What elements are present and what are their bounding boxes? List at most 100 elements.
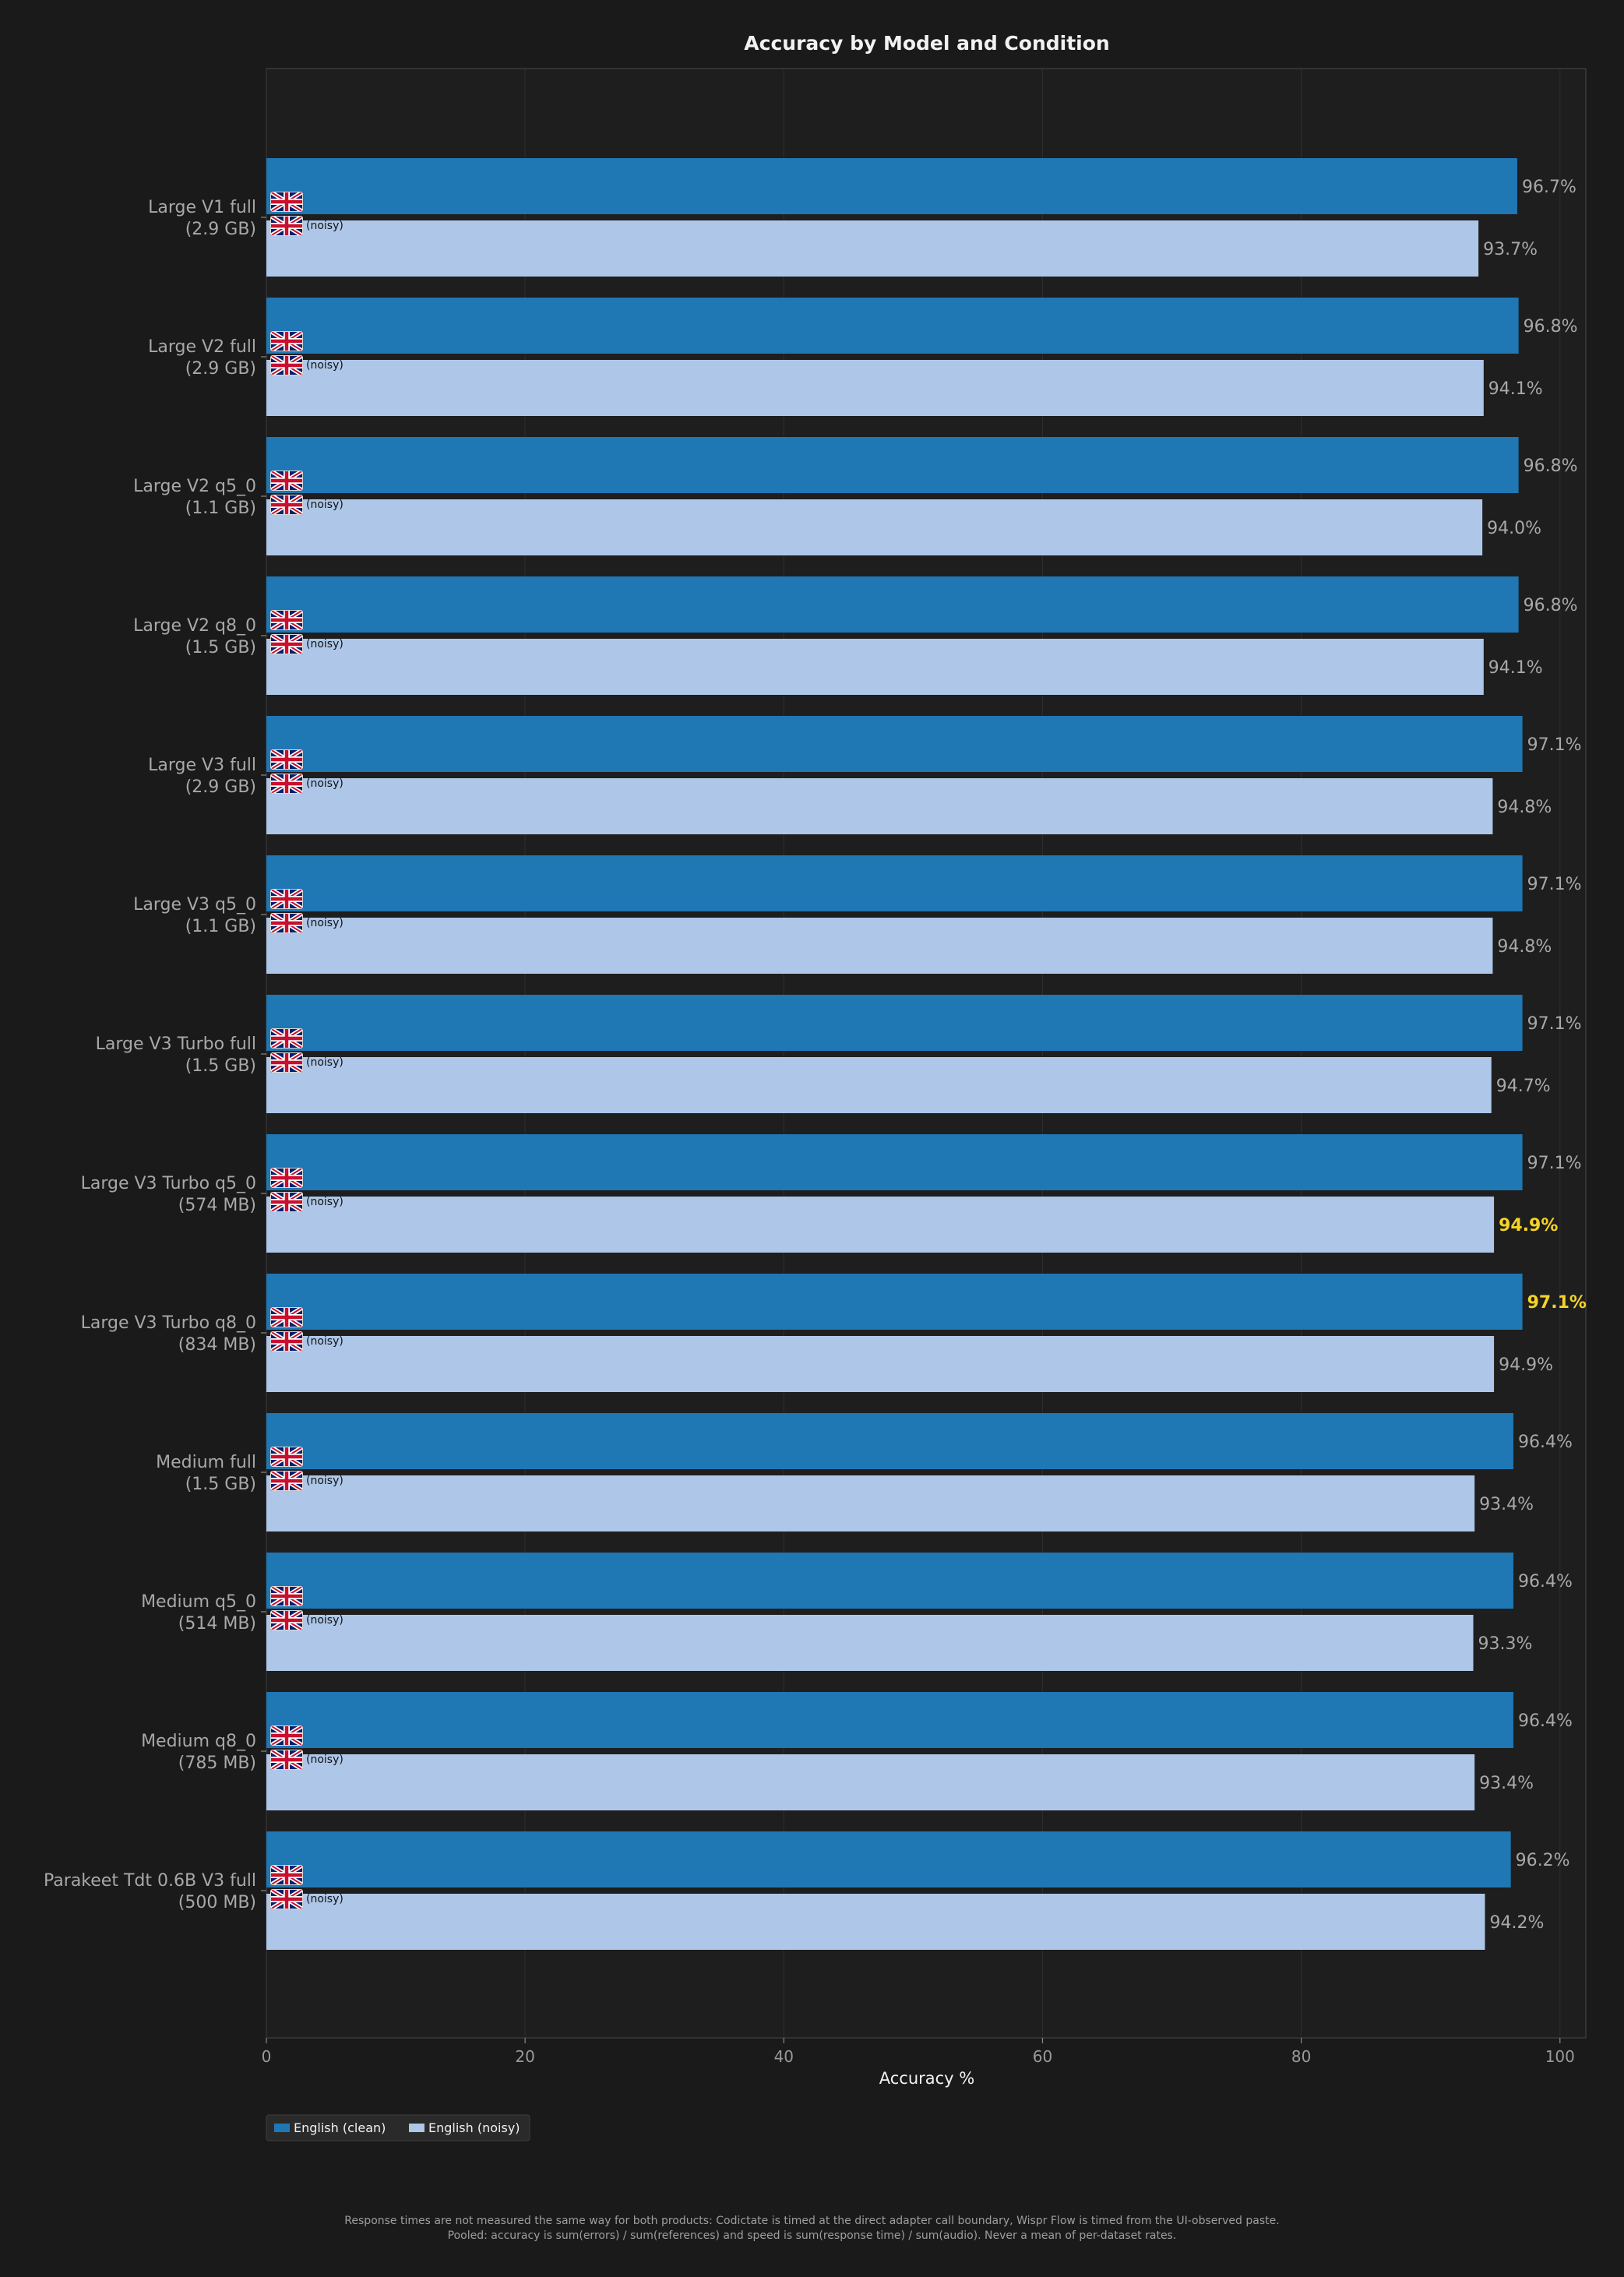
bar-value-label: 94.2% bbox=[1489, 1913, 1544, 1933]
category-label: Large V2 q8_0 bbox=[133, 616, 256, 636]
bar-noisy bbox=[266, 1754, 1475, 1810]
bar-value-label: 94.9% bbox=[1499, 1355, 1553, 1375]
bar-clean bbox=[266, 1831, 1511, 1888]
uk-flag-icon bbox=[270, 355, 303, 375]
bar-value-label: 96.8% bbox=[1524, 596, 1578, 615]
bar-clean bbox=[266, 1692, 1513, 1748]
uk-flag-icon bbox=[270, 1610, 303, 1630]
bar-value-label: 96.4% bbox=[1518, 1433, 1573, 1452]
bar-value-label: 94.1% bbox=[1488, 379, 1543, 399]
category-size-label: (1.5 GB) bbox=[185, 638, 256, 657]
chart-title: Accuracy by Model and Condition bbox=[744, 32, 1109, 55]
category-label: Large V1 full bbox=[148, 198, 256, 217]
category-label: Medium q8_0 bbox=[141, 1732, 256, 1751]
uk-flag-icon bbox=[270, 749, 303, 770]
noisy-tag-label: (noisy) bbox=[306, 1754, 343, 1766]
bar-value-label: 94.8% bbox=[1497, 798, 1552, 817]
uk-flag-icon bbox=[270, 889, 303, 909]
bar-clean bbox=[266, 995, 1523, 1051]
bar-clean bbox=[266, 298, 1519, 354]
x-tick-label: 40 bbox=[774, 2047, 794, 2066]
bar-noisy bbox=[266, 220, 1479, 277]
bar-noisy bbox=[266, 1057, 1492, 1113]
footer-note: Response times are not measured the same… bbox=[0, 2214, 1624, 2244]
bar-noisy bbox=[266, 1336, 1495, 1392]
category-label: Medium full bbox=[156, 1453, 256, 1472]
noisy-tag-label: (noisy) bbox=[306, 1614, 343, 1627]
bar-noisy bbox=[266, 1475, 1475, 1532]
x-axis-ticks: 0 20 40 60 80 100 bbox=[262, 2038, 1575, 2066]
noisy-tag-label: (noisy) bbox=[306, 1335, 343, 1348]
x-axis-label: Accuracy % bbox=[879, 2069, 975, 2088]
uk-flag-icon bbox=[270, 1307, 303, 1327]
category-size-label: (1.1 GB) bbox=[185, 917, 256, 936]
noisy-tag-label: (noisy) bbox=[306, 220, 343, 232]
noisy-tag-label: (noisy) bbox=[306, 1056, 343, 1069]
category-label: Large V3 full bbox=[148, 756, 256, 775]
category-label: Large V3 Turbo q8_0 bbox=[81, 1313, 256, 1333]
bar-value-label: 97.1% bbox=[1527, 875, 1582, 894]
uk-flag-icon bbox=[270, 1725, 303, 1746]
category-label: Large V3 Turbo q5_0 bbox=[81, 1174, 256, 1193]
legend-label-clean: English (clean) bbox=[294, 2120, 386, 2135]
category-size-label: (1.1 GB) bbox=[185, 499, 256, 518]
bar-value-label: 94.9% bbox=[1499, 1216, 1558, 1235]
category-label: Medium q5_0 bbox=[141, 1592, 256, 1612]
uk-flag-icon bbox=[270, 774, 303, 794]
category-size-label: (2.9 GB) bbox=[185, 777, 256, 797]
uk-flag-icon bbox=[270, 331, 303, 351]
noisy-tag-label: (noisy) bbox=[306, 359, 343, 372]
bar-clean bbox=[266, 576, 1519, 633]
noisy-tag-label: (noisy) bbox=[306, 638, 343, 650]
bar-value-label: 96.4% bbox=[1518, 1572, 1573, 1591]
noisy-tag-label: (noisy) bbox=[306, 1196, 343, 1208]
uk-flag-icon bbox=[270, 1750, 303, 1770]
category-size-label: (500 MB) bbox=[178, 1893, 256, 1912]
uk-flag-icon bbox=[270, 216, 303, 236]
bar-value-label: 93.4% bbox=[1479, 1774, 1534, 1793]
category-label: Large V2 q5_0 bbox=[133, 477, 256, 496]
legend-label-noisy: English (noisy) bbox=[428, 2120, 520, 2135]
bar-noisy bbox=[266, 1197, 1495, 1253]
legend-swatch-noisy bbox=[409, 2124, 424, 2132]
y-axis-labels: Large V1 full(2.9 GB)Large V2 full(2.9 G… bbox=[44, 198, 266, 1912]
bar-clean bbox=[266, 437, 1519, 493]
bar-clean bbox=[266, 1413, 1513, 1469]
bar-value-label: 93.3% bbox=[1478, 1634, 1533, 1654]
uk-flag-icon bbox=[270, 913, 303, 933]
bar-noisy bbox=[266, 778, 1493, 834]
category-label: Large V3 Turbo full bbox=[96, 1035, 256, 1054]
uk-flag-icon bbox=[270, 1447, 303, 1467]
bar-clean bbox=[266, 1134, 1523, 1190]
uk-flag-icon bbox=[270, 1586, 303, 1606]
bar-noisy bbox=[266, 918, 1493, 974]
bar-noisy bbox=[266, 639, 1484, 695]
uk-flag-icon bbox=[270, 495, 303, 515]
legend-swatch-clean bbox=[274, 2124, 290, 2132]
category-label: Parakeet Tdt 0.6B V3 full bbox=[44, 1871, 256, 1891]
footer-line-1: Response times are not measured the same… bbox=[344, 2215, 1280, 2227]
bar-clean bbox=[266, 855, 1523, 911]
bar-value-label: 96.4% bbox=[1518, 1711, 1573, 1731]
x-tick-label: 20 bbox=[515, 2047, 534, 2066]
category-size-label: (2.9 GB) bbox=[185, 359, 256, 379]
uk-flag-icon bbox=[270, 1889, 303, 1909]
uk-flag-icon bbox=[270, 610, 303, 630]
bar-value-label: 96.7% bbox=[1522, 178, 1576, 197]
noisy-tag-label: (noisy) bbox=[306, 917, 343, 929]
uk-flag-icon bbox=[270, 1471, 303, 1491]
bar-value-label: 96.8% bbox=[1524, 456, 1578, 476]
bar-value-label: 94.1% bbox=[1488, 658, 1543, 678]
category-size-label: (2.9 GB) bbox=[185, 220, 256, 239]
uk-flag-icon bbox=[270, 634, 303, 654]
x-tick-label: 100 bbox=[1545, 2047, 1575, 2066]
bar-noisy bbox=[266, 499, 1483, 555]
category-size-label: (834 MB) bbox=[178, 1335, 256, 1355]
bar-clean bbox=[266, 1553, 1513, 1609]
uk-flag-icon bbox=[270, 1168, 303, 1188]
category-size-label: (574 MB) bbox=[178, 1196, 256, 1215]
noisy-tag-label: (noisy) bbox=[306, 1893, 343, 1905]
bar-value-label: 94.0% bbox=[1487, 519, 1541, 538]
uk-flag-icon bbox=[270, 192, 303, 212]
